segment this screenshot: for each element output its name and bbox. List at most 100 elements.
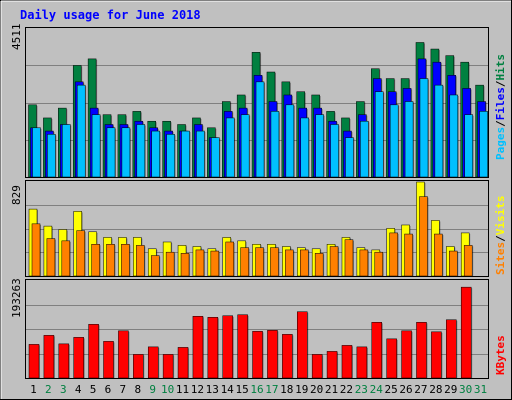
bar-kbytes-day-3 (58, 343, 70, 379)
bar-kbytes-day-1 (28, 344, 40, 379)
bar-sites-day-28 (434, 233, 443, 277)
day-label: 20 (310, 383, 323, 396)
bar-sites-day-20 (314, 253, 324, 277)
bar-sites-day-22 (344, 239, 354, 277)
legend-hits: Hits (494, 54, 507, 81)
bar-pages-day-29 (449, 94, 459, 178)
bar-pages-day-16 (255, 81, 265, 178)
legend-sep-1: / (494, 120, 507, 127)
legend-sites: Sites (494, 242, 507, 275)
bar-kbytes-day-12 (192, 316, 204, 379)
legend-bot: KBytes (494, 335, 507, 375)
bar-kbytes-day-21 (326, 351, 338, 379)
day-label: 12 (191, 383, 204, 396)
bar-sites-day-27 (419, 196, 428, 277)
bar-pages-day-31 (479, 111, 488, 178)
bar-kbytes-day-16 (252, 331, 263, 379)
bar-pages-day-4 (76, 84, 86, 178)
bar-pages-day-25 (389, 104, 399, 178)
legend-top: Pages/Files/Hits (494, 54, 507, 160)
panel-kbytes (25, 279, 489, 379)
day-label: 4 (75, 383, 82, 396)
bar-kbytes-day-30 (460, 286, 472, 379)
day-label: 16 (250, 383, 263, 396)
day-label: 6 (105, 383, 112, 396)
bar-kbytes-day-6 (103, 341, 114, 379)
bar-sites-day-18 (285, 249, 294, 277)
bar-pages-day-27 (419, 78, 429, 178)
bar-pages-day-24 (375, 91, 384, 178)
bar-kbytes-day-22 (341, 345, 353, 379)
day-label: 25 (385, 383, 398, 396)
bar-kbytes-day-9 (147, 346, 159, 379)
bar-pages-day-22 (345, 137, 354, 178)
bar-pages-day-11 (181, 130, 190, 178)
bar-sites-day-25 (389, 232, 398, 277)
legend-files: Files (494, 87, 507, 120)
bar-pages-day-12 (196, 130, 205, 178)
bar-sites-day-24 (374, 251, 384, 277)
legend-pages: Pages (494, 127, 507, 160)
bar-kbytes-day-27 (416, 322, 427, 379)
bar-pages-day-18 (285, 104, 295, 178)
bar-sites-day-12 (195, 249, 205, 277)
bar-sites-day-21 (329, 246, 339, 277)
bar-kbytes-day-24 (371, 322, 383, 379)
day-label: 28 (429, 383, 442, 396)
bar-pages-day-15 (240, 114, 250, 178)
bar-sites-day-17 (270, 247, 279, 277)
day-axis: 1 2 3 4 5 6 7 8 9 10 11 12 13 14 15 16 17 18 19 20 21 22 23 24 2… (30, 383, 487, 396)
bar-sites-day-7 (121, 244, 130, 277)
bar-kbytes-day-19 (297, 311, 308, 379)
day-label: 26 (399, 383, 412, 396)
bar-kbytes-day-5 (88, 324, 99, 379)
bar-sites-day-15 (240, 247, 249, 277)
bar-sites-day-2 (46, 238, 56, 277)
bar-kbytes-day-13 (207, 317, 219, 379)
legend-sep-3: / (494, 235, 507, 242)
bar-kbytes-day-11 (177, 347, 189, 379)
bar-sites-day-11 (180, 253, 190, 277)
bar-pages-day-23 (360, 120, 369, 178)
bar-sites-day-3 (61, 240, 71, 277)
day-label: 7 (120, 383, 127, 396)
day-label: 21 (325, 383, 338, 396)
day-label: 18 (280, 383, 293, 396)
bar-pages-day-21 (330, 124, 339, 178)
day-label: 8 (134, 383, 141, 396)
day-label: 17 (265, 383, 278, 396)
legend-mid: Sites/Visits (494, 196, 507, 276)
bar-pages-day-28 (434, 84, 444, 178)
bar-kbytes-day-23 (356, 346, 368, 379)
day-label: 9 (149, 383, 156, 396)
legend-kbytes: KBytes (494, 335, 507, 375)
bar-pages-day-10 (166, 134, 175, 178)
panel-mid-frame (25, 180, 489, 277)
bar-pages-day-14 (225, 117, 235, 178)
bar-sites-day-26 (404, 233, 413, 277)
chart-marks (26, 42, 489, 379)
legend-visits: Visits (494, 196, 507, 236)
bar-sites-day-1 (31, 223, 41, 277)
day-label: 1 (30, 383, 37, 396)
bar-kbytes-day-2 (43, 335, 55, 379)
panel-bot-frame (25, 279, 489, 379)
bar-pages-day-17 (270, 111, 280, 178)
bar-kbytes-day-17 (267, 330, 278, 379)
chart-title: Daily usage for June 2018 (20, 8, 201, 22)
bar-kbytes-day-7 (118, 330, 129, 379)
bar-sites-day-10 (165, 251, 175, 277)
bar-kbytes-day-18 (282, 334, 293, 379)
bar-kbytes-day-28 (431, 331, 442, 379)
bar-kbytes-day-26 (401, 330, 412, 379)
bar-sites-day-23 (359, 249, 369, 277)
bar-kbytes-day-4 (73, 337, 84, 379)
mid-max-label: 829 (10, 185, 23, 205)
day-label: 3 (60, 383, 67, 396)
day-label: 24 (370, 383, 384, 396)
day-label: 14 (221, 383, 235, 396)
day-label: 5 (90, 383, 97, 396)
day-label: 31 (474, 383, 487, 396)
bar-kbytes-day-10 (162, 354, 174, 379)
